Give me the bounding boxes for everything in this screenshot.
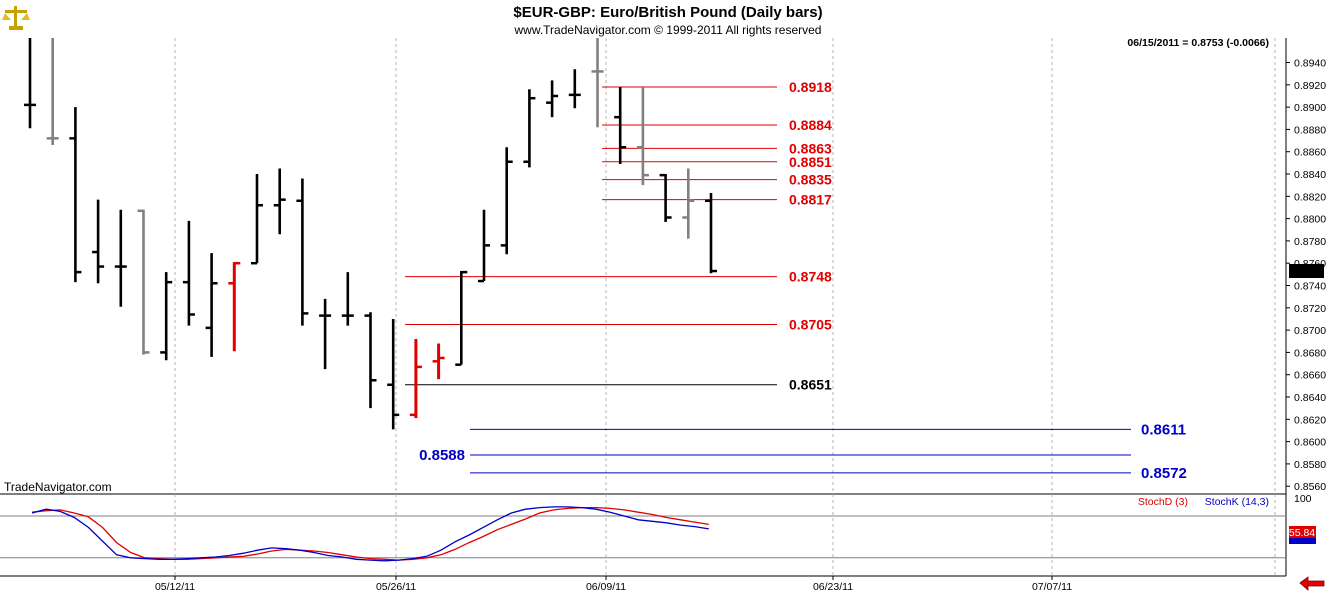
price-tick-label: 0.8900 xyxy=(1294,102,1326,114)
scales-logo-icon[interactable] xyxy=(2,6,30,30)
date-tick-label: 06/23/11 xyxy=(813,581,853,593)
stochastic-panel xyxy=(0,506,1286,562)
stoch-last-value: 55.84 xyxy=(1289,527,1315,539)
stoch-k-line xyxy=(31,506,709,562)
date-axis: 05/12/11 05/26/11 06/09/11 06/23/11 07/07/11 xyxy=(155,576,1072,593)
level-label: 0.8817 xyxy=(789,192,832,208)
price-tick-label: 0.8700 xyxy=(1294,325,1326,337)
price-tick-label: 0.8820 xyxy=(1294,191,1326,203)
price-tick-label: 0.8880 xyxy=(1294,124,1326,136)
date-tick-label: 06/09/11 xyxy=(586,581,626,593)
date-tick-label: 07/07/11 xyxy=(1032,581,1072,593)
price-axis: 0.8940 0.8920 0.8900 0.8880 0.8860 0.8840 0.88… xyxy=(1286,58,1326,493)
price-tick-label: 0.8580 xyxy=(1294,459,1326,471)
price-tick-label: 0.8740 xyxy=(1294,281,1326,293)
date-tick-label: 05/26/11 xyxy=(376,581,416,593)
price-tick-label: 0.8720 xyxy=(1294,303,1326,315)
level-label: 0.8884 xyxy=(789,117,832,133)
price-tick-label: 0.8840 xyxy=(1294,169,1326,181)
price-tick-label: 0.8660 xyxy=(1294,370,1326,382)
copyright-text: www.TradeNavigator.com © 1999-2011 All r… xyxy=(514,23,822,37)
scroll-left-arrow-icon[interactable] xyxy=(1299,576,1325,591)
level-label: 0.8851 xyxy=(789,154,832,170)
level-label: 0.8651 xyxy=(789,377,832,393)
brand-label: TradeNavigator.com xyxy=(4,480,112,494)
price-tick-label: 0.8800 xyxy=(1294,214,1326,226)
stoch-k-label: StochK (14,3) xyxy=(1205,496,1269,508)
level-label: 0.8835 xyxy=(789,172,832,188)
price-tick-label: 0.8780 xyxy=(1294,236,1326,248)
level-label: 0.8611 xyxy=(1141,421,1186,438)
current-price-box: 0.8753 xyxy=(1289,264,1324,279)
price-tick-label: 0.8920 xyxy=(1294,80,1326,92)
chart-title: $EUR-GBP: Euro/British Pound (Daily bars… xyxy=(513,4,822,21)
level-label: 0.8863 xyxy=(789,140,832,156)
level-label: 0.8572 xyxy=(1141,465,1187,482)
price-tick-label: 0.8940 xyxy=(1294,58,1326,70)
price-tick-label: 0.8860 xyxy=(1294,147,1326,159)
price-tick-label: 0.8620 xyxy=(1294,414,1326,426)
current-price-label: 0.8753 xyxy=(1290,266,1322,278)
price-tick-label: 0.8680 xyxy=(1294,347,1326,359)
stoch-d-line xyxy=(31,506,709,561)
level-label: 0.8705 xyxy=(789,317,832,333)
price-bars-layer xyxy=(24,38,717,430)
stoch-d-label: StochD (3) xyxy=(1138,496,1188,508)
last-price-info: 06/15/2011 = 0.8753 (-0.0066) xyxy=(1127,37,1269,49)
grid-layer xyxy=(174,38,1276,576)
price-tick-label: 0.8640 xyxy=(1294,392,1326,404)
level-label: 0.8918 xyxy=(789,79,832,95)
level-label: 0.8748 xyxy=(789,269,832,285)
date-tick-label: 05/12/11 xyxy=(155,581,195,593)
stoch-top-tick: 100 xyxy=(1294,493,1312,505)
stoch-value-box: 55.84 xyxy=(1289,526,1316,544)
level-label: 0.8588 xyxy=(419,447,465,464)
price-tick-label: 0.8560 xyxy=(1294,481,1326,493)
price-tick-label: 0.8600 xyxy=(1294,437,1326,449)
